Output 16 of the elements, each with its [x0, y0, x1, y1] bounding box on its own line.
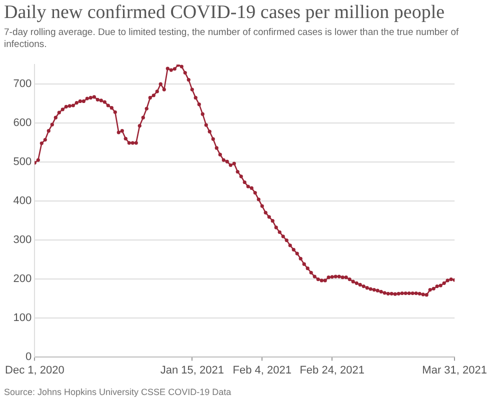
y-tick-label: 400 [13, 194, 32, 207]
y-tick-label: 700 [13, 78, 32, 90]
chart-title: Daily new confirmed COVID-19 cases per million people [4, 2, 446, 24]
x-tick-label: Mar 31, 2021 [422, 364, 488, 376]
y-tick-label: 0 [26, 350, 32, 363]
y-tick-label: 500 [13, 156, 32, 168]
chart-subtitle: 7-day rolling average. Due to limited testing, the number of confirmed cases is lower than the true number of infections. [4, 27, 460, 51]
y-tick-label: 600 [13, 117, 32, 130]
x-tick-label: Jan 15, 2021 [160, 364, 224, 376]
x-tick-label: Feb 4, 2021 [232, 364, 292, 376]
y-tick-label: 300 [13, 234, 32, 246]
y-tick-label: 100 [13, 312, 32, 324]
x-tick-label: Dec 1, 2020 [4, 364, 64, 376]
source-note: Source: Johns Hopkins University CSSE COVID-19 Data [4, 387, 232, 397]
y-tick-label: 200 [13, 272, 32, 285]
x-tick-label: Feb 24, 2021 [300, 364, 365, 376]
